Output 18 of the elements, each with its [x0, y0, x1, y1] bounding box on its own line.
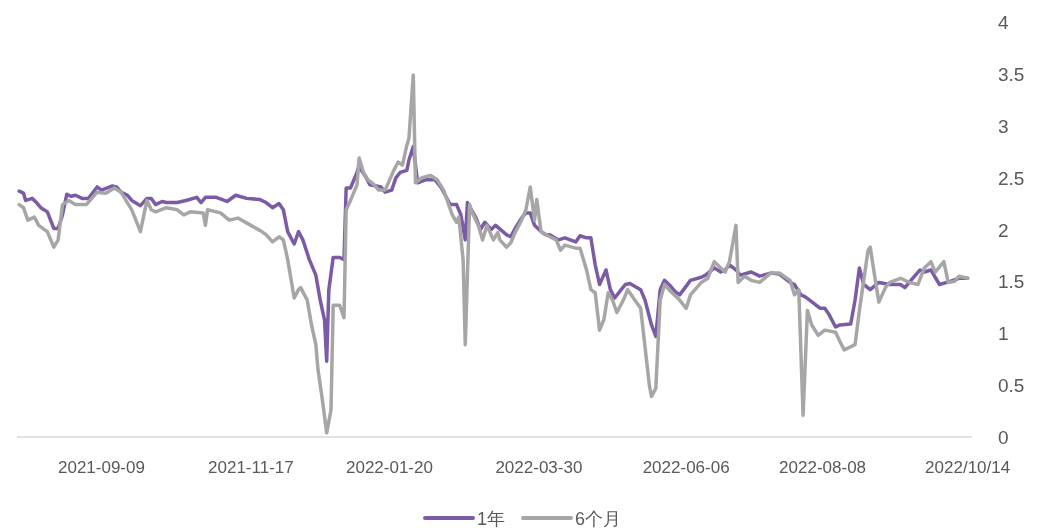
y-tick-label: 4	[998, 12, 1009, 33]
y-tick-label: 2.5	[998, 167, 1025, 189]
y-tick-label: 0.5	[998, 375, 1025, 397]
y-tick-label: 1.5	[998, 271, 1025, 293]
x-tick-label: 2022-03-30	[495, 458, 583, 477]
y-tick-label: 3.5	[998, 63, 1025, 85]
y-tick-label: 0	[998, 427, 1009, 448]
x-tick-label: 2022-06-06	[642, 458, 730, 477]
x-tick-label: 2021-11-17	[208, 458, 294, 477]
x-tick-label: 2022-08-08	[779, 458, 867, 477]
x-tick-label: 2021-09-09	[57, 458, 145, 477]
legend-label: 6个月	[575, 509, 622, 529]
y-tick-label: 1	[998, 323, 1009, 345]
y-tick-label: 3	[998, 115, 1009, 137]
x-tick-label: 2022-01-20	[345, 458, 433, 477]
x-tick-label: 2022/10/14	[925, 458, 1011, 477]
y-tick-label: 2	[998, 219, 1009, 241]
legend-label: 1年	[476, 509, 505, 529]
